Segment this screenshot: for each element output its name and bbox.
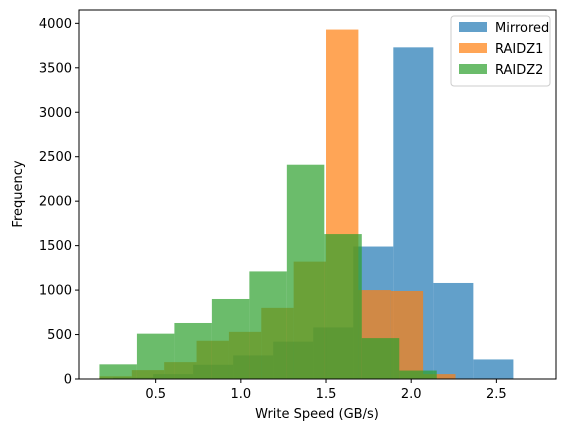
series-raidz2	[99, 164, 475, 379]
bar-mirrored-8	[433, 282, 474, 379]
x-axis-label: Write Speed (GB/s)	[255, 407, 379, 422]
y-tick-label: 0	[64, 373, 72, 388]
bar-raidz2-3	[211, 298, 250, 379]
y-axis-ticks: 0 500 1000 1500 2000 2500 3000 3500 4000	[39, 17, 79, 388]
x-tick-label: 2.5	[486, 387, 507, 402]
legend-label-mirrored: Mirrored	[495, 21, 549, 36]
y-axis-label: Frequency	[11, 160, 26, 227]
axes-frame	[78, 9, 557, 380]
bar-raidz2-0	[99, 364, 137, 379]
legend-swatch-mirrored	[459, 22, 487, 32]
y-tick-label: 2000	[39, 195, 72, 210]
legend: Mirrored RAIDZ1 RAIDZ2	[450, 15, 551, 87]
bar-raidz2-7	[361, 338, 400, 379]
y-tick-label: 4000	[39, 17, 72, 32]
bar-mirrored-9	[473, 359, 514, 379]
legend-swatch-raidz2	[459, 64, 487, 74]
bar-raidz1-10	[423, 374, 456, 379]
x-axis-ticks: 0.5 1.0 1.5 2.0 2.5	[145, 379, 507, 402]
x-tick-label: 0.5	[145, 387, 166, 402]
bar-raidz2-1	[136, 333, 175, 379]
legend-label-raidz1: RAIDZ1	[495, 42, 543, 57]
histogram-bars	[99, 29, 514, 380]
y-tick-label: 3000	[39, 106, 72, 121]
y-tick-label: 2500	[39, 150, 72, 165]
bar-raidz2-4	[249, 271, 287, 379]
y-tick-label: 1500	[39, 239, 72, 254]
legend-swatch-raidz1	[459, 43, 487, 53]
x-tick-label: 2.0	[401, 387, 422, 402]
y-tick-label: 3500	[39, 61, 72, 76]
y-tick-label: 500	[47, 328, 72, 343]
x-tick-label: 1.5	[316, 387, 337, 402]
bar-raidz2-8	[399, 370, 437, 379]
bar-raidz2-5	[286, 164, 325, 379]
y-tick-label: 1000	[39, 284, 72, 299]
legend-label-raidz2: RAIDZ2	[495, 63, 543, 78]
x-tick-label: 1.0	[230, 387, 251, 402]
bar-raidz2-2	[174, 322, 212, 379]
bar-raidz2-6	[324, 234, 362, 379]
